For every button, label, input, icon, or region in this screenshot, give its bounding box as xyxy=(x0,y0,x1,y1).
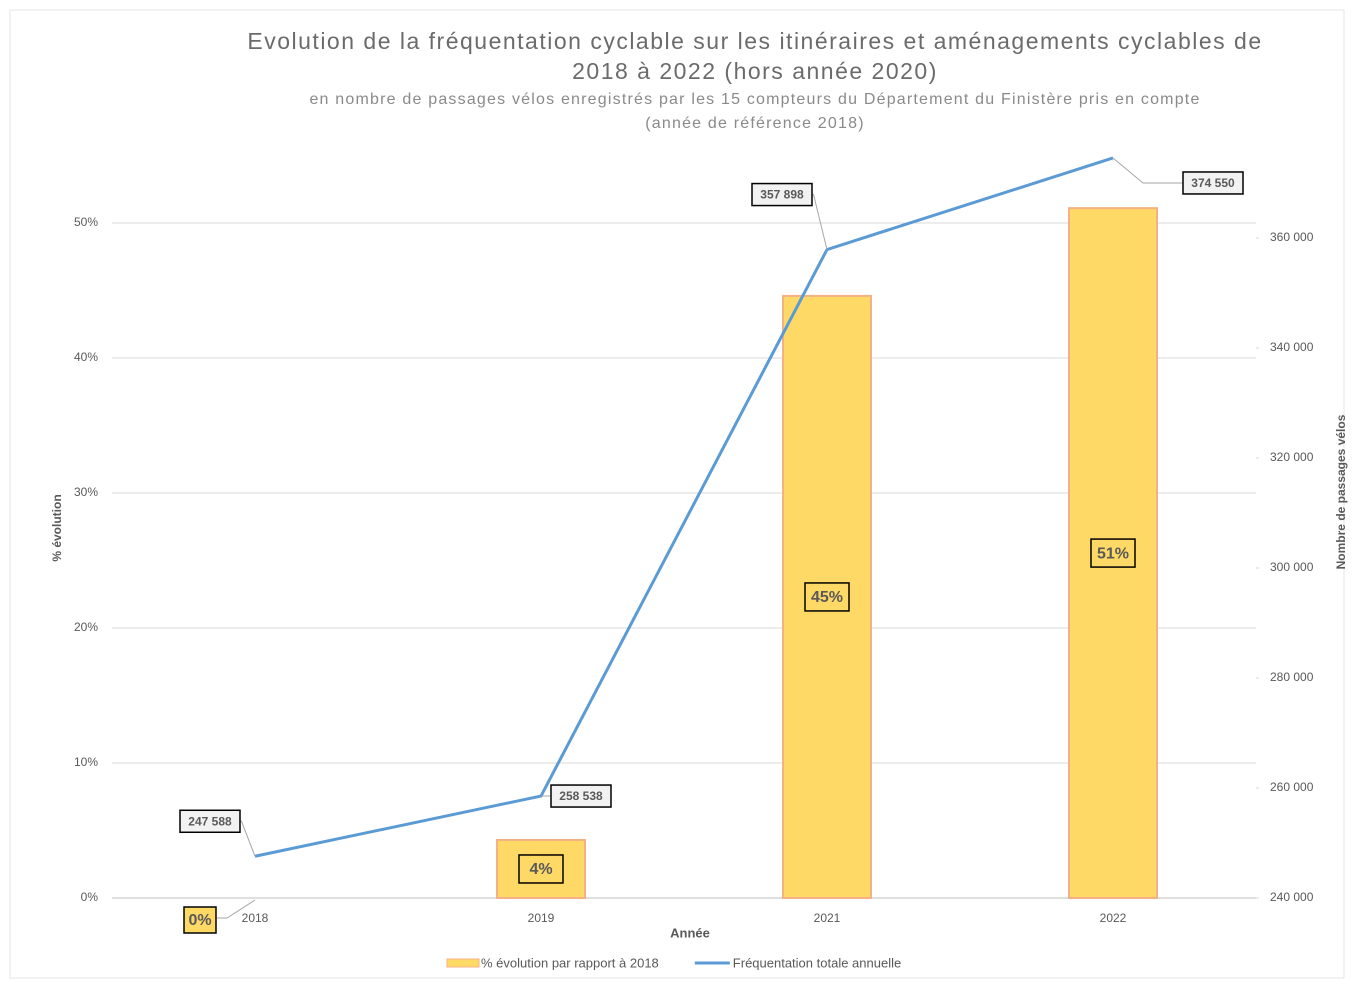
data-label: 374 550 xyxy=(1191,176,1235,190)
bar xyxy=(1068,207,1158,899)
y2-tick-label: 280 000 xyxy=(1270,670,1314,684)
bar xyxy=(496,838,586,900)
line xyxy=(254,156,1114,858)
y-tick-label: 10% xyxy=(74,755,98,769)
data-label-box xyxy=(550,784,612,808)
y-axis-title: % évolution xyxy=(50,494,64,561)
chart-border xyxy=(9,9,1345,979)
data-label: 357 898 xyxy=(760,188,804,202)
x-axis-title: Année xyxy=(670,925,710,940)
x-tick-label: 2021 xyxy=(814,911,841,925)
x-tick-label: 2022 xyxy=(1100,911,1127,925)
data-label-box xyxy=(751,182,813,207)
data-label: 258 538 xyxy=(559,789,603,803)
y-tick-label: 50% xyxy=(74,215,98,229)
bar xyxy=(782,294,872,899)
x-tick-label: 2018 xyxy=(242,911,269,925)
chart-subtitle: en nombre de passages vélos enregistrés … xyxy=(309,91,1201,132)
label-leader xyxy=(1112,157,1183,184)
legend-swatch xyxy=(446,958,480,968)
y2-tick-label: 360 000 xyxy=(1270,230,1314,244)
data-label-box xyxy=(1090,538,1136,568)
data-label: 247 588 xyxy=(188,814,232,828)
titles: Evolution de la fréquentation cyclable s… xyxy=(230,26,1280,136)
data-label-box xyxy=(1182,171,1244,195)
chart-title: Evolution de la fréquentation cyclable s… xyxy=(247,28,1263,84)
data-label: 51% xyxy=(1097,545,1129,562)
y2-tick-label: 320 000 xyxy=(1270,450,1314,464)
label-leader xyxy=(240,820,256,857)
y2-axis-title: Nombre de passages vélos xyxy=(1334,414,1348,569)
data-label-box xyxy=(804,582,850,612)
x-tick-label: 2019 xyxy=(528,911,555,925)
data-label: 4% xyxy=(529,861,552,878)
y2-tick-label: 260 000 xyxy=(1270,780,1314,794)
legend-label: % évolution par rapport à 2018 xyxy=(481,955,659,970)
y-tick-label: 0% xyxy=(81,890,99,904)
label-leader xyxy=(217,899,256,919)
data-label-box xyxy=(179,809,241,834)
y2-tick-label: 340 000 xyxy=(1270,340,1314,354)
y2-tick-label: 240 000 xyxy=(1270,890,1314,904)
data-label: 45% xyxy=(811,589,843,606)
label-leader xyxy=(812,194,828,250)
data-label: 0% xyxy=(188,912,211,929)
y-tick-label: 40% xyxy=(74,350,98,364)
legend-label: Fréquentation totale annuelle xyxy=(733,955,901,970)
y-tick-label: 20% xyxy=(74,620,98,634)
data-label-box xyxy=(183,906,217,934)
data-label-box xyxy=(518,854,564,884)
y-tick-label: 30% xyxy=(74,485,98,499)
y2-tick-label: 300 000 xyxy=(1270,560,1314,574)
